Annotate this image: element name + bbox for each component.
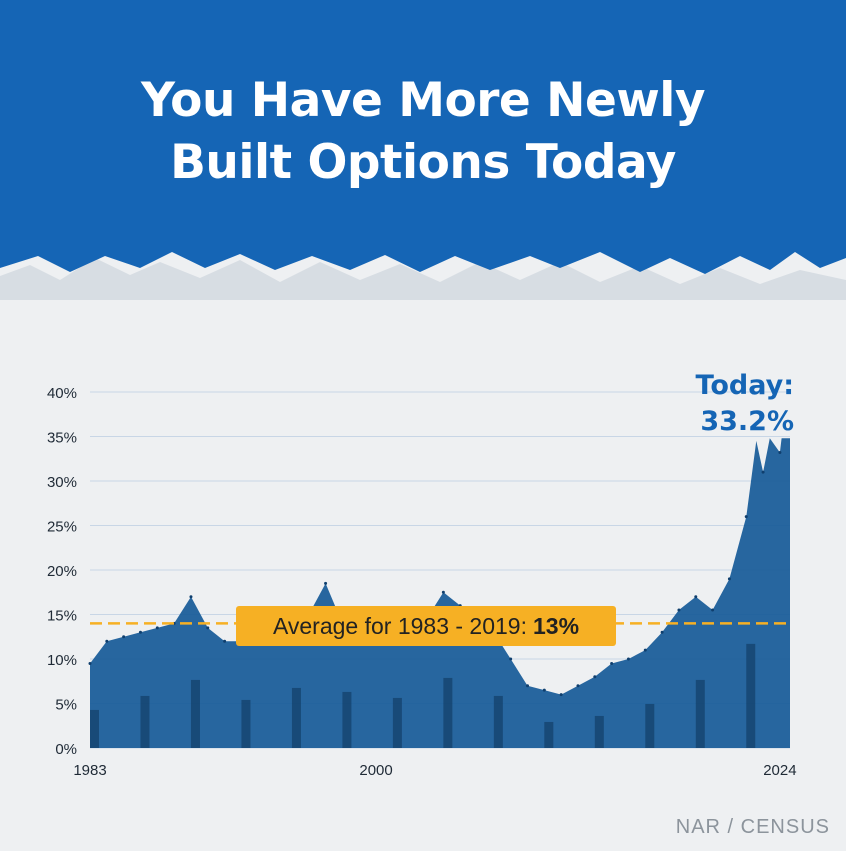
y-tick-label: 0%: [55, 741, 77, 758]
data-point: [122, 635, 126, 639]
data-point: [138, 630, 142, 634]
data-point: [509, 657, 513, 661]
data-point: [694, 595, 698, 599]
average-label: Average for 1983 - 2019:: [272, 612, 527, 639]
data-point: [677, 608, 681, 612]
data-point: [727, 577, 731, 581]
area-texture: [291, 687, 301, 748]
data-point: [542, 688, 546, 692]
today-callout: Today: 33.2%: [696, 368, 795, 440]
source-credit: NAR / CENSUS: [675, 816, 830, 838]
y-tick-label: 30%: [47, 474, 77, 491]
x-tick-label: 1983: [73, 762, 106, 779]
data-point: [761, 470, 765, 474]
area-texture: [544, 721, 554, 748]
data-point: [441, 590, 445, 594]
series-area: [90, 438, 790, 748]
title-line-1: You Have More Newly: [140, 73, 706, 128]
x-tick-label: 2000: [359, 762, 392, 779]
data-point: [626, 657, 630, 661]
page-title: You Have More Newly Built Options Today: [0, 70, 846, 194]
y-tick-label: 25%: [47, 519, 77, 536]
data-point: [643, 648, 647, 652]
area-texture: [392, 697, 402, 748]
area-texture: [443, 677, 453, 748]
area-texture: [241, 699, 251, 748]
area-texture: [190, 679, 200, 748]
average-value: 13%: [533, 612, 580, 639]
data-point: [105, 639, 109, 643]
data-point: [778, 451, 782, 455]
average-label-box: Average for 1983 - 2019: 13%: [236, 606, 616, 646]
area-texture: [90, 709, 99, 748]
y-tick-label: 35%: [47, 430, 77, 447]
data-point: [744, 515, 748, 519]
data-point: [88, 661, 92, 665]
y-tick-label: 15%: [47, 608, 77, 625]
y-tick-label: 20%: [47, 563, 77, 580]
area-texture: [342, 691, 352, 748]
today-label: Today:: [695, 370, 795, 401]
area-texture: [746, 643, 756, 748]
data-point: [610, 661, 614, 665]
area-texture: [493, 695, 503, 748]
area-texture: [140, 695, 150, 748]
data-point: [559, 693, 563, 697]
y-tick-label: 40%: [47, 385, 77, 402]
area-texture: [594, 715, 604, 748]
data-point: [576, 684, 580, 688]
title-line-2: Built Options Today: [170, 135, 676, 190]
area-texture: [645, 703, 655, 748]
data-point: [223, 639, 227, 643]
blue-banner: [0, 0, 846, 274]
y-tick-label: 5%: [55, 697, 77, 714]
y-tick-label: 10%: [47, 652, 77, 669]
data-point: [324, 581, 328, 585]
area-texture: [695, 679, 705, 748]
today-value: 33.2%: [700, 406, 794, 437]
data-point: [711, 608, 715, 612]
data-point: [206, 626, 210, 630]
data-point: [526, 684, 529, 688]
data-point: [660, 630, 664, 634]
data-point: [189, 595, 193, 599]
data-point: [155, 626, 159, 630]
x-tick-label: 2024: [763, 762, 796, 779]
data-point: [593, 675, 597, 679]
